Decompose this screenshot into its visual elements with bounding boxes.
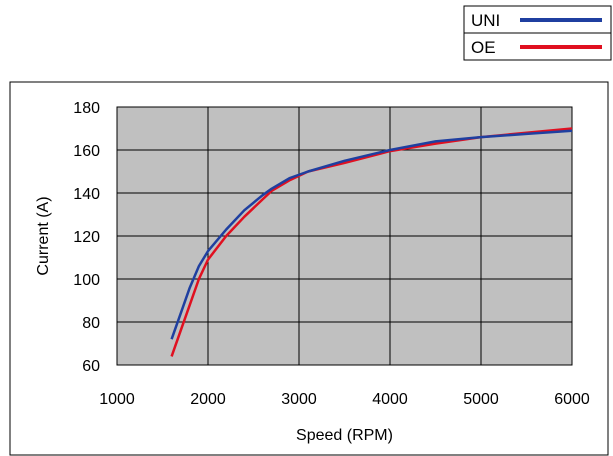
x-tick-label: 6000 xyxy=(554,391,590,408)
y-tick-label: 100 xyxy=(73,272,100,289)
y-tick-label: 60 xyxy=(82,358,100,375)
series-lines xyxy=(170,127,573,357)
y-tick-label: 80 xyxy=(82,315,100,332)
y-tick-label: 120 xyxy=(73,229,100,246)
legend-label-oe: OE xyxy=(471,38,496,57)
x-tick-label: 1000 xyxy=(99,391,135,408)
y-tick-label: 180 xyxy=(73,100,100,117)
legend: UNI OE xyxy=(463,5,612,61)
y-tick-label: 160 xyxy=(73,143,100,160)
x-tick-label: 2000 xyxy=(190,391,226,408)
x-tick-label: 5000 xyxy=(463,391,499,408)
series-line-oe xyxy=(170,127,573,357)
x-tick-label: 4000 xyxy=(372,391,408,408)
y-tick-labels: 60 80 100 120 140 160 180 xyxy=(73,100,100,375)
legend-label-uni: UNI xyxy=(471,11,500,30)
y-axis-title: Current (A) xyxy=(35,196,52,275)
gridlines xyxy=(116,106,573,366)
x-axis-title: Speed (RPM) xyxy=(296,427,393,444)
x-tick-label: 3000 xyxy=(281,391,317,408)
x-tick-labels: 1000 2000 3000 4000 5000 6000 xyxy=(99,391,590,408)
series-line-uni xyxy=(170,129,573,340)
y-tick-label: 140 xyxy=(73,186,100,203)
